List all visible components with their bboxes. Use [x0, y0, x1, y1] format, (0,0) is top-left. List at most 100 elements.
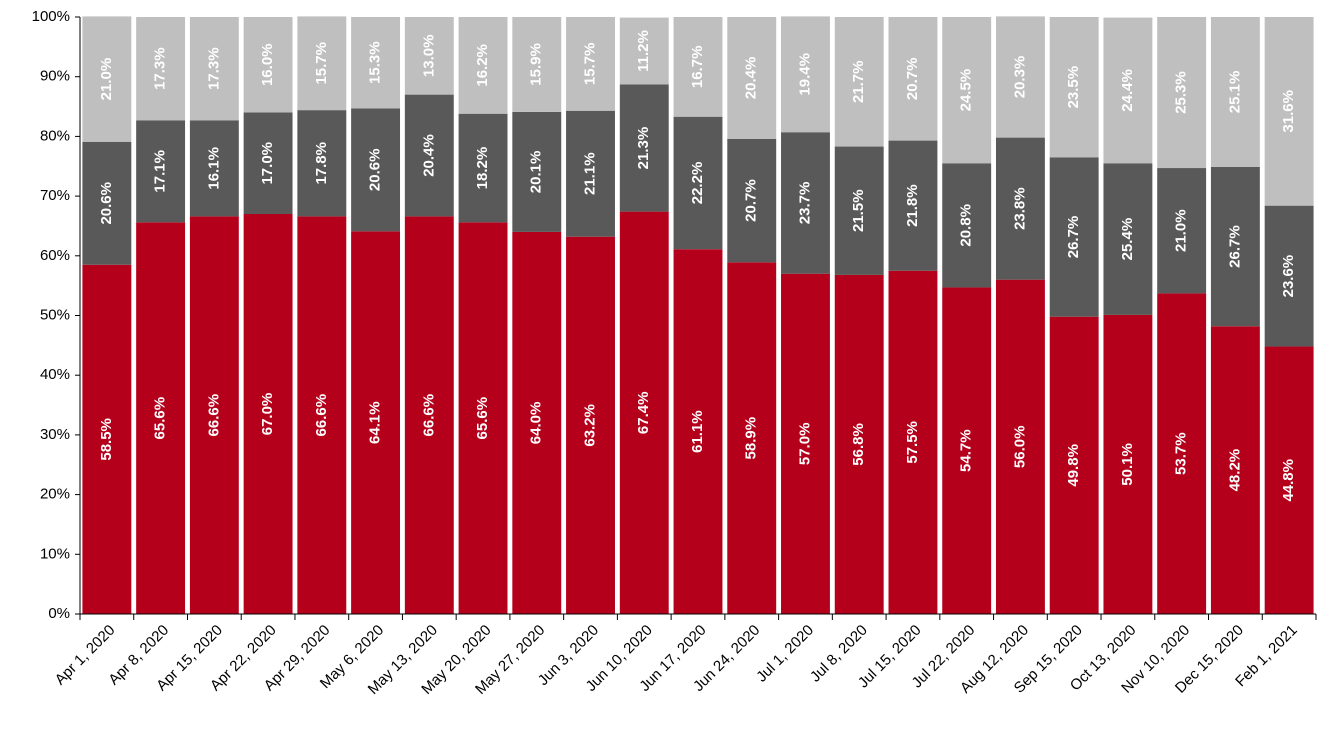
- bar-segment: [297, 110, 347, 217]
- value-label: 65.6%: [152, 397, 169, 440]
- value-label: 23.5%: [1065, 66, 1082, 109]
- value-label: 21.0%: [98, 58, 115, 101]
- bar-segment: [189, 120, 239, 217]
- value-label: 18.2%: [474, 147, 491, 190]
- bar-segment: [942, 17, 992, 164]
- value-label: 48.2%: [1226, 449, 1243, 492]
- value-label: 21.5%: [850, 189, 867, 232]
- y-tick-label: 100%: [32, 8, 70, 25]
- bar-segment: [834, 17, 884, 147]
- value-label: 20.7%: [904, 58, 921, 101]
- bar-segment: [727, 262, 777, 614]
- value-label: 17.3%: [205, 47, 222, 90]
- bar-segment: [1210, 166, 1260, 327]
- value-label: 16.1%: [205, 147, 222, 190]
- bar-segment: [566, 236, 615, 615]
- value-label: 16.2%: [474, 44, 491, 87]
- value-label: 13.0%: [420, 35, 437, 78]
- y-tick-label: 70%: [40, 187, 70, 204]
- value-label: 57.5%: [904, 421, 921, 464]
- value-label: 49.8%: [1065, 444, 1082, 487]
- bar-segment: [781, 273, 830, 614]
- value-label: 66.6%: [205, 394, 222, 437]
- value-label: 21.7%: [850, 61, 867, 104]
- bar-segment: [404, 17, 454, 95]
- y-tick-label: 0%: [48, 605, 70, 622]
- value-label: 67.0%: [259, 393, 276, 436]
- value-label: 24.5%: [958, 69, 975, 112]
- value-label: 56.8%: [850, 423, 867, 466]
- bar-segment: [1049, 157, 1099, 317]
- bar-segment: [136, 17, 186, 121]
- bar-segment: [995, 279, 1045, 614]
- bar-segment: [512, 231, 562, 615]
- value-label: 64.0%: [528, 402, 545, 445]
- value-label: 21.0%: [1173, 209, 1190, 252]
- bar-segment: [727, 17, 777, 139]
- bar-segment: [888, 140, 938, 271]
- x-tick-label: Jul 1, 2020: [753, 622, 817, 686]
- bar-segment: [82, 264, 132, 614]
- bar-segment: [673, 17, 723, 117]
- value-label: 67.4%: [635, 392, 652, 435]
- bar-segment: [297, 216, 347, 614]
- bar-segment: [1103, 314, 1153, 614]
- value-label: 17.8%: [313, 142, 330, 185]
- value-label: 16.0%: [259, 43, 276, 86]
- bar-segment: [243, 17, 293, 113]
- value-label: 15.3%: [367, 41, 384, 84]
- value-label: 20.1%: [528, 151, 545, 194]
- value-label: 23.8%: [1011, 187, 1028, 230]
- value-label: 15.9%: [528, 43, 545, 86]
- value-label: 58.5%: [98, 418, 115, 461]
- value-label: 20.7%: [743, 179, 760, 222]
- bar-segment: [404, 94, 454, 217]
- bar-segment: [942, 287, 992, 614]
- value-label: 25.1%: [1226, 71, 1243, 114]
- bar-segment: [888, 17, 938, 141]
- value-label: 21.1%: [581, 152, 598, 195]
- bar-segment: [619, 211, 669, 614]
- bar-segment: [189, 17, 239, 121]
- bar-segment: [566, 110, 615, 237]
- y-tick-label: 30%: [40, 426, 70, 443]
- bar-segment: [458, 222, 508, 615]
- value-label: 58.9%: [743, 417, 760, 460]
- value-label: 21.3%: [635, 127, 652, 170]
- bar-segment: [673, 116, 723, 250]
- bar-segment: [1157, 293, 1207, 614]
- bar-segment: [458, 17, 508, 114]
- bar-segment: [566, 17, 615, 111]
- bar-segment: [136, 120, 186, 223]
- value-label: 44.8%: [1280, 459, 1297, 502]
- bar-segment: [243, 214, 293, 614]
- bar-segment: [1157, 17, 1207, 169]
- value-label: 20.8%: [958, 204, 975, 247]
- y-tick-label: 80%: [40, 127, 70, 144]
- value-label: 19.4%: [796, 53, 813, 96]
- value-label: 17.0%: [259, 142, 276, 185]
- value-label: 26.7%: [1226, 225, 1243, 268]
- bar-segment: [995, 137, 1045, 280]
- bar-segment: [1103, 163, 1153, 315]
- value-label: 20.4%: [420, 134, 437, 177]
- bar-segment: [834, 146, 884, 275]
- bar-segment: [1103, 17, 1153, 164]
- bar-segment: [82, 16, 132, 142]
- value-label: 57.0%: [796, 423, 813, 466]
- bar-segment: [189, 216, 239, 614]
- bar-segment: [351, 231, 401, 614]
- bar-segment: [243, 112, 293, 215]
- bar-segment: [995, 16, 1045, 138]
- value-label: 20.6%: [367, 149, 384, 192]
- value-label: 17.1%: [152, 150, 169, 193]
- value-label: 26.7%: [1065, 216, 1082, 259]
- value-label: 22.2%: [689, 162, 706, 205]
- value-label: 24.4%: [1119, 69, 1136, 112]
- bar-segment: [297, 16, 347, 111]
- value-label: 15.7%: [581, 43, 598, 86]
- y-tick-label: 40%: [40, 366, 70, 383]
- y-tick-label: 90%: [40, 68, 70, 85]
- value-label: 56.0%: [1011, 426, 1028, 469]
